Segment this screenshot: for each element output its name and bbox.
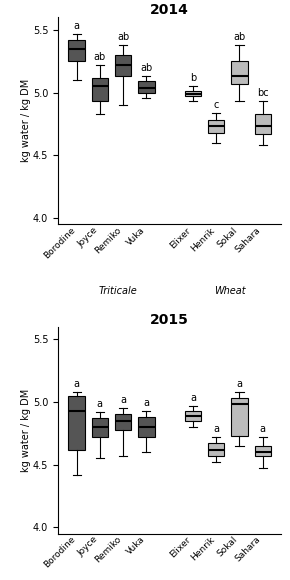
PathPatch shape xyxy=(185,92,201,96)
PathPatch shape xyxy=(68,396,85,450)
Text: a: a xyxy=(190,393,196,403)
Y-axis label: kg water / kg DM: kg water / kg DM xyxy=(21,79,31,162)
Text: Wheat: Wheat xyxy=(214,287,246,296)
PathPatch shape xyxy=(208,443,224,456)
Text: ab: ab xyxy=(233,32,246,42)
PathPatch shape xyxy=(138,417,155,437)
PathPatch shape xyxy=(231,398,248,436)
Text: bc: bc xyxy=(257,88,269,98)
Text: ab: ab xyxy=(140,63,153,73)
PathPatch shape xyxy=(92,78,108,101)
Text: b: b xyxy=(190,73,196,84)
Text: a: a xyxy=(236,379,242,389)
Text: ab: ab xyxy=(117,32,129,42)
Title: 2015: 2015 xyxy=(150,313,189,327)
PathPatch shape xyxy=(231,61,248,84)
Text: a: a xyxy=(213,424,219,434)
PathPatch shape xyxy=(185,411,201,420)
PathPatch shape xyxy=(68,40,85,61)
PathPatch shape xyxy=(208,120,224,133)
Text: a: a xyxy=(97,399,103,409)
Text: a: a xyxy=(74,379,80,389)
Title: 2014: 2014 xyxy=(150,3,189,17)
Text: Triticale: Triticale xyxy=(99,287,138,296)
PathPatch shape xyxy=(255,114,271,134)
PathPatch shape xyxy=(138,81,155,93)
PathPatch shape xyxy=(255,446,271,456)
Text: a: a xyxy=(143,397,149,408)
PathPatch shape xyxy=(92,418,108,437)
Y-axis label: kg water / kg DM: kg water / kg DM xyxy=(21,389,31,472)
Text: a: a xyxy=(74,20,80,31)
PathPatch shape xyxy=(115,55,131,77)
Text: a: a xyxy=(120,395,126,405)
Text: a: a xyxy=(260,424,266,434)
Text: c: c xyxy=(213,100,219,110)
Text: ab: ab xyxy=(94,52,106,62)
PathPatch shape xyxy=(115,415,131,430)
